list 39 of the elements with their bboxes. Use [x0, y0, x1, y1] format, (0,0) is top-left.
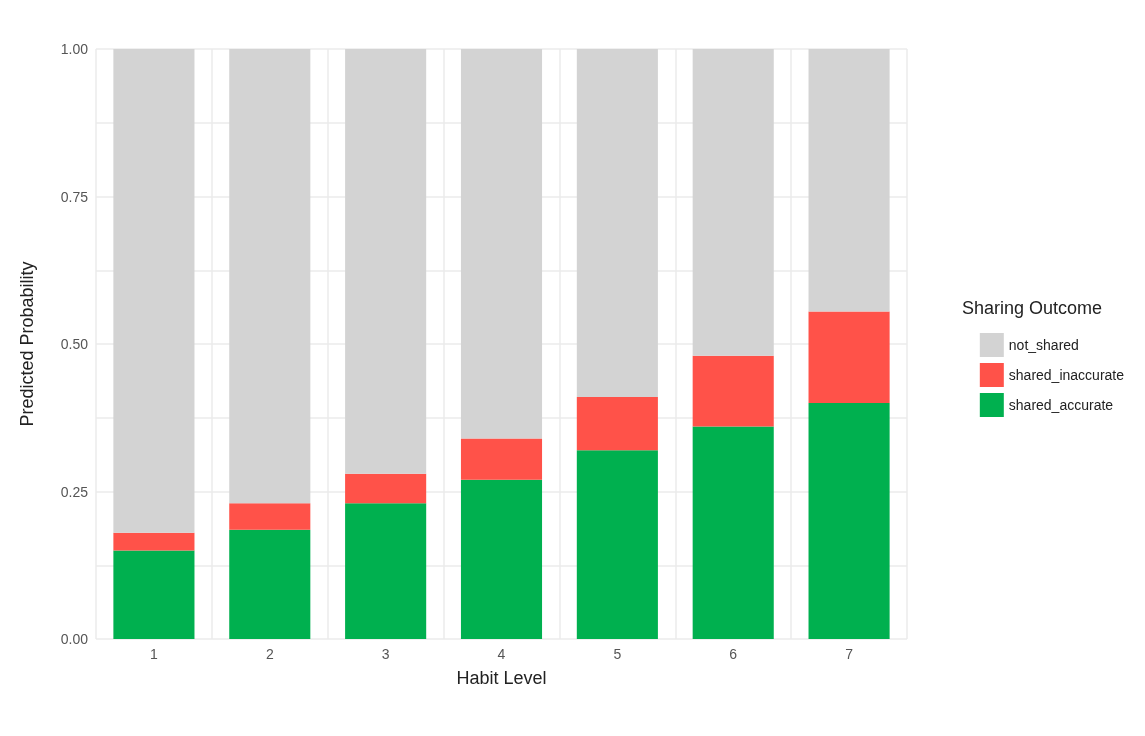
bar	[229, 529, 311, 639]
y-tick-label: 1.00	[60, 41, 89, 57]
bar	[692, 355, 774, 427]
x-tick-label: 5	[613, 646, 622, 662]
y-tick-label: 0.25	[60, 483, 89, 500]
bar	[113, 532, 195, 551]
bar	[345, 473, 427, 504]
legend-title: Sharing Outcome	[961, 298, 1103, 318]
bar	[808, 49, 890, 312]
bar	[229, 503, 311, 530]
x-tick-label: 4	[497, 646, 506, 662]
x-tick-label: 2	[265, 646, 274, 662]
y-tick-label: 0.50	[60, 336, 89, 352]
bar	[576, 397, 658, 451]
bar	[808, 403, 890, 639]
legend-label: shared_inaccurate	[1008, 367, 1125, 383]
bar	[692, 426, 774, 639]
bar	[692, 49, 774, 356]
bar	[113, 49, 195, 533]
x-tick-label: 3	[381, 646, 390, 662]
bar	[460, 479, 543, 639]
legend-label: shared_accurate	[1008, 397, 1114, 413]
bar	[460, 438, 543, 480]
bar	[576, 49, 658, 398]
bar	[345, 49, 427, 474]
y-tick-label: 0.75	[60, 188, 89, 205]
x-tick-label: 1	[150, 646, 159, 662]
bar	[576, 450, 658, 639]
x-tick-label: 7	[845, 646, 854, 662]
bar	[345, 503, 427, 639]
bar	[229, 49, 311, 504]
x-axis-title: Habit Level	[456, 668, 547, 688]
y-tick-label: 0.00	[60, 631, 89, 647]
legend-label: not_shared	[1008, 337, 1079, 353]
bar	[460, 49, 543, 439]
y-axis-title: Predicted Probability	[17, 261, 37, 427]
bar	[808, 311, 890, 403]
x-tick-label: 6	[729, 646, 738, 662]
bar	[113, 550, 195, 639]
